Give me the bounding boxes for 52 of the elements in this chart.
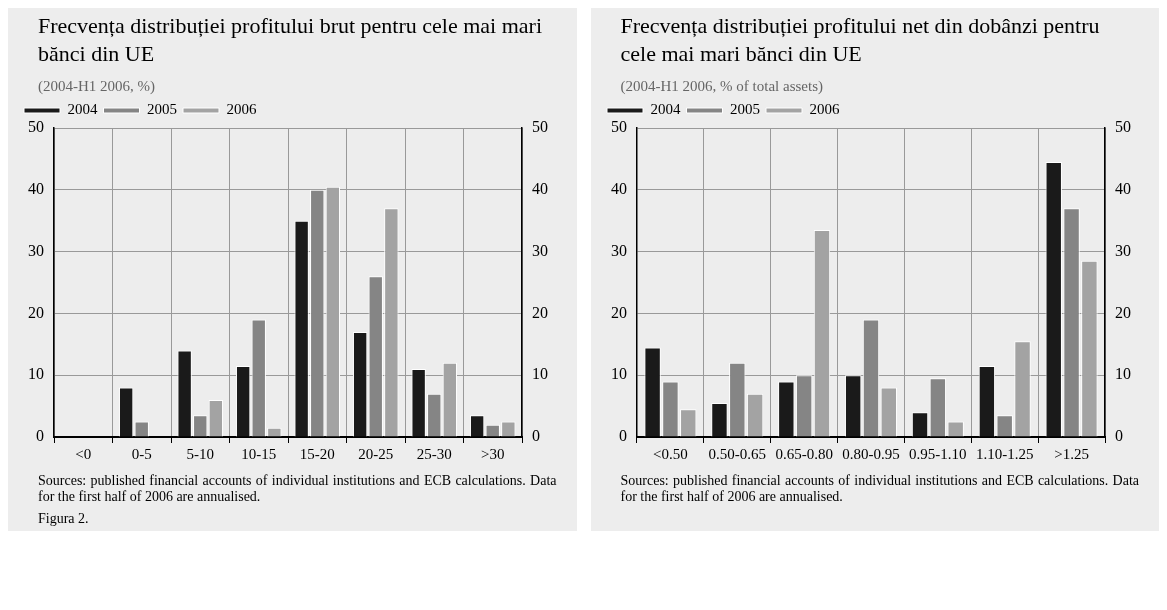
x-tick-label: >1.25 <box>1053 445 1089 462</box>
y2-tick-label: 50 <box>532 118 548 136</box>
source-note: Sources: published financial accounts of individual institutions and ECB calculations. Data for the first half of 2006 are annualised. <box>37 472 558 505</box>
legend-label: 2006 <box>226 101 257 118</box>
x-tick-label: 10-15 <box>241 445 277 462</box>
y2-tick-label: 50 <box>1114 118 1131 136</box>
x-tick-label: 0.80-0.95 <box>841 445 900 462</box>
chart-title: Frecvența distribuției profitului brut pentru cele mai mari bănci din UE <box>37 12 543 68</box>
x-tick-label: 15-20 <box>299 445 335 462</box>
x-tick-label: 0.50-0.65 <box>708 445 766 462</box>
chart-subtitle: (2004-H1 2006, % of total assets) <box>619 77 824 96</box>
text: Figura 2. <box>37 510 90 527</box>
y2-tick-label: 0 <box>1114 427 1123 445</box>
x-tick-label: >30 <box>481 445 505 462</box>
x-tick-label: <0.50 <box>652 445 688 462</box>
y2-tick-label: 30 <box>1114 241 1131 259</box>
source-note: Sources: published financial accounts of individual institutions and ECB calculations. Data for the first half of 2006 are annualised. <box>619 472 1140 505</box>
y-tick-label: 40 <box>28 180 44 197</box>
x-tick-label: 1.10-1.25 <box>975 445 1033 462</box>
y2-tick-label: 0 <box>532 427 540 445</box>
legend-label: 2006 <box>809 101 840 118</box>
y-tick-label: 10 <box>28 365 44 383</box>
x-tick-label: 0.95-1.10 <box>908 445 967 462</box>
y2-tick-label: 10 <box>1114 365 1131 383</box>
x-tick-label: 5-10 <box>186 445 214 462</box>
legend-label: 2005 <box>147 101 177 118</box>
y-tick-label: 30 <box>610 241 627 259</box>
x-tick-label: <0 <box>75 445 92 462</box>
y2-tick-label: 20 <box>1114 303 1131 321</box>
x-tick-label: 0-5 <box>131 445 152 462</box>
y-tick-label: 30 <box>28 241 44 259</box>
x-tick-label: 25-30 <box>416 445 452 462</box>
legend-label: 2004 <box>67 101 98 118</box>
y-tick-label: 40 <box>610 180 627 197</box>
y2-tick-label: 40 <box>532 180 548 197</box>
y2-tick-label: 20 <box>532 303 548 321</box>
x-tick-label: 20-25 <box>358 445 394 462</box>
chart-title: Frecvența distribuției profitului net din dobânzi pentru cele mai mari bănci din UE <box>619 12 1101 68</box>
y-tick-label: 20 <box>610 303 627 321</box>
y-tick-label: 20 <box>28 303 44 321</box>
y2-tick-label: 10 <box>532 365 548 383</box>
y-tick-label: 50 <box>610 118 627 136</box>
y-tick-label: 0 <box>618 427 627 445</box>
chart-subtitle: (2004-H1 2006, %) <box>37 77 157 96</box>
legend-label: 2005 <box>729 101 760 118</box>
x-tick-label: 0.65-0.80 <box>774 445 833 462</box>
legend-label: 2004 <box>650 101 681 118</box>
y-tick-label: 50 <box>28 118 44 136</box>
y2-tick-label: 40 <box>1114 180 1131 197</box>
y2-tick-label: 30 <box>532 241 548 259</box>
y-tick-label: 0 <box>36 427 44 445</box>
y-tick-label: 10 <box>610 365 627 383</box>
